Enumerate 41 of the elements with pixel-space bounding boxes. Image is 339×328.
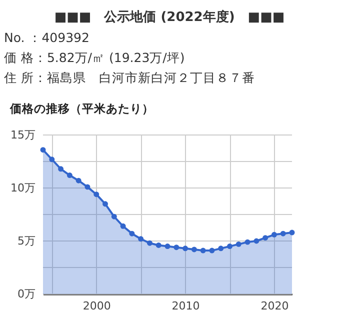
point: [146, 240, 152, 246]
point: [102, 201, 108, 207]
point: [209, 248, 215, 254]
x-tick-label: 2000: [82, 300, 111, 312]
y-tick-label: 5万: [18, 234, 36, 248]
point: [58, 166, 64, 172]
point: [218, 246, 224, 252]
point: [120, 223, 126, 229]
point: [200, 248, 206, 254]
point: [280, 230, 286, 236]
point: [164, 244, 170, 250]
text: 価 格：5.82万/㎡ (19.23万/坪): [4, 50, 185, 67]
x-tick-label: 2010: [172, 300, 200, 312]
point: [129, 230, 135, 236]
point: [262, 235, 268, 241]
point: [84, 184, 90, 190]
point: [191, 246, 197, 252]
point: [138, 236, 144, 242]
x-tick-label: 2020: [260, 300, 289, 312]
point: [254, 238, 260, 244]
point: [66, 172, 72, 178]
point: [49, 156, 55, 162]
y-tick-label: 15万: [10, 128, 36, 142]
point: [236, 241, 242, 247]
point: [94, 192, 100, 198]
point: [156, 242, 162, 248]
point: [40, 147, 46, 153]
chart-subtitle: 価格の推移（平米あたり）: [9, 102, 154, 116]
chart-title: ■■■ 公示地価 (2022年度) ■■■: [53, 8, 286, 26]
point: [182, 246, 188, 252]
point: [289, 230, 295, 236]
text: 住 所：福島県 白河市新白河２丁目８７番: [4, 70, 255, 87]
y-tick-label: 10万: [10, 182, 36, 194]
y-tick-label: 0万: [18, 288, 36, 300]
point: [76, 178, 82, 184]
point: [227, 244, 232, 250]
point: [271, 232, 277, 238]
point: [244, 239, 250, 245]
point: [174, 244, 180, 250]
point: [111, 214, 117, 220]
text: No. ：409392: [4, 30, 90, 47]
